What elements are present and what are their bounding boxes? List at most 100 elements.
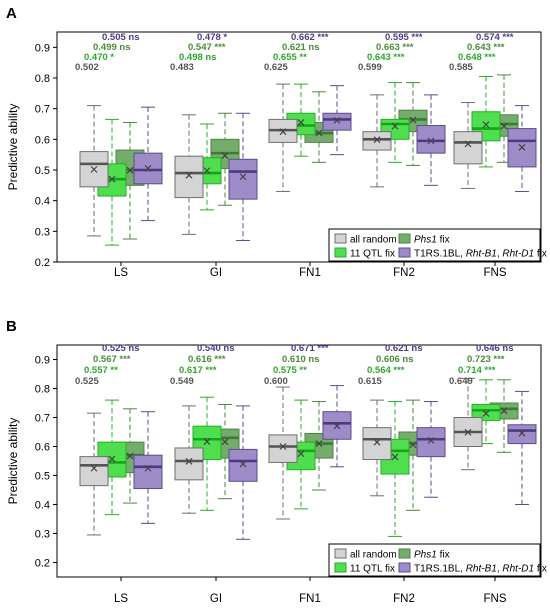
legend-item-all_random: all random xyxy=(334,548,397,561)
mean-marker xyxy=(90,165,98,173)
significance-label: 0.671 *** xyxy=(291,343,329,354)
significance-label: 0.617 *** xyxy=(179,365,217,376)
y-tick-label: 0.7 xyxy=(35,104,50,116)
legend-label: Phs1 fix xyxy=(414,550,450,561)
legend-label: 11 QTL fix xyxy=(350,564,395,575)
significance-label: 0.621 ns xyxy=(385,343,423,354)
x-tick-label: LS xyxy=(114,593,128,605)
box-qtl11 xyxy=(380,401,410,537)
x-tick-label: GI xyxy=(210,267,222,279)
box-t1rs xyxy=(133,411,163,524)
legend-item-t1rs: T1RS.1BL, Rht-B1, Rht-D1 fix xyxy=(398,562,547,575)
mean-marker xyxy=(185,457,193,465)
legend-swatch xyxy=(398,548,411,559)
mean-marker xyxy=(482,410,490,417)
mean-marker xyxy=(373,438,381,446)
significance-label: 0.723 *** xyxy=(467,354,505,365)
x-tick-label: FNS xyxy=(484,267,507,279)
y-tick-label: 0.6 xyxy=(35,134,50,146)
box-body xyxy=(362,427,392,461)
panel-A: A 0.2 0.3 0.4 0.5 0.6 0.7 0.8 0.9 Predictive abil… xyxy=(6,5,547,279)
mean-marker xyxy=(221,152,229,160)
x-tick-label: FN2 xyxy=(393,593,415,605)
significance-label: 0.498 ns xyxy=(179,52,217,63)
x-tick-label: GI xyxy=(210,593,222,605)
legend-item-phs1: Phs1 fix xyxy=(398,233,450,246)
legend-swatch xyxy=(398,247,411,258)
panel-B: B 0.2 0.3 0.4 0.5 0.6 0.7 0.8 0.9 Predictive abil… xyxy=(6,318,547,605)
y-tick-label: 0.4 xyxy=(35,196,50,208)
legend: all random 11 QTL fix Phs1 fix T1RS.1BL, Rh… xyxy=(328,543,547,577)
mean-marker xyxy=(500,122,508,130)
significance-label: 0.655 ** xyxy=(273,52,307,63)
y-tick-label: 0.9 xyxy=(35,42,50,54)
legend-item-all_random: all random xyxy=(334,233,397,246)
box-all_random xyxy=(174,405,204,514)
significance-label: 0.505 ns xyxy=(102,32,140,43)
box-qtl11 xyxy=(192,396,222,511)
legend-label: Phs1 fix xyxy=(414,235,450,246)
legend-box xyxy=(328,228,541,262)
box-all_random xyxy=(174,114,204,235)
box-all_random xyxy=(362,399,392,497)
legend-label: all random xyxy=(350,235,397,246)
legend-swatch xyxy=(398,562,411,573)
box-t1rs xyxy=(416,94,446,186)
significance-label: 0.567 *** xyxy=(93,354,131,365)
significance-label: 0.646 ns xyxy=(476,343,514,354)
mean-marker xyxy=(391,453,399,461)
significance-label: 0.525 xyxy=(75,376,99,387)
y-tick-label: 0.3 xyxy=(35,226,50,238)
box-body xyxy=(79,456,109,487)
mean-marker xyxy=(239,460,247,468)
box-all_random xyxy=(362,94,392,188)
significance-label: 0.574 *** xyxy=(476,32,514,43)
y-tick-label: 0.2 xyxy=(35,257,50,269)
y-tick-label: 0.2 xyxy=(35,558,50,570)
legend-swatch xyxy=(334,548,347,559)
significance-label: 0.610 ns xyxy=(282,354,320,365)
significance-label: 0.470 * xyxy=(84,52,114,63)
mean-marker xyxy=(518,143,526,151)
box-qtl11 xyxy=(471,379,501,445)
legend-swatch xyxy=(334,247,347,258)
box-body xyxy=(268,434,298,463)
legend-label: T1RS.1BL, Rht-B1, Rht-D1 fix xyxy=(414,564,547,575)
legend-label: 11 QTL fix xyxy=(350,249,395,260)
mean-marker xyxy=(464,140,472,148)
significance-label: 0.625 xyxy=(264,62,288,73)
x-tick-label: FN1 xyxy=(299,593,321,605)
significance-label: 0.478 * xyxy=(197,32,227,43)
panel-letter: A xyxy=(6,5,17,22)
mean-marker xyxy=(185,171,193,179)
plot-frame xyxy=(56,31,542,263)
mean-marker xyxy=(373,136,381,144)
box-all_random xyxy=(79,412,109,536)
mean-marker xyxy=(279,443,287,450)
box-all_random xyxy=(79,105,109,237)
significance-label: 0.714 *** xyxy=(458,365,496,376)
y-tick-label: 0.5 xyxy=(35,471,50,483)
significance-label: 0.616 *** xyxy=(188,354,226,365)
legend-item-t1rs: T1RS.1BL, Rht-B1, Rht-D1 fix xyxy=(398,247,547,260)
box-body xyxy=(228,158,258,200)
box-body xyxy=(133,454,163,490)
box-all_random xyxy=(453,102,483,189)
box-t1rs xyxy=(416,401,446,498)
box-t1rs xyxy=(133,106,163,222)
mean-marker xyxy=(203,438,211,445)
significance-label: 0.621 ns xyxy=(282,42,320,53)
box-body xyxy=(416,125,446,154)
y-axis-title: Predictive ability xyxy=(6,418,20,505)
significance-label: 0.615 xyxy=(358,376,382,387)
mean-marker xyxy=(108,175,116,183)
box-body xyxy=(453,131,483,165)
